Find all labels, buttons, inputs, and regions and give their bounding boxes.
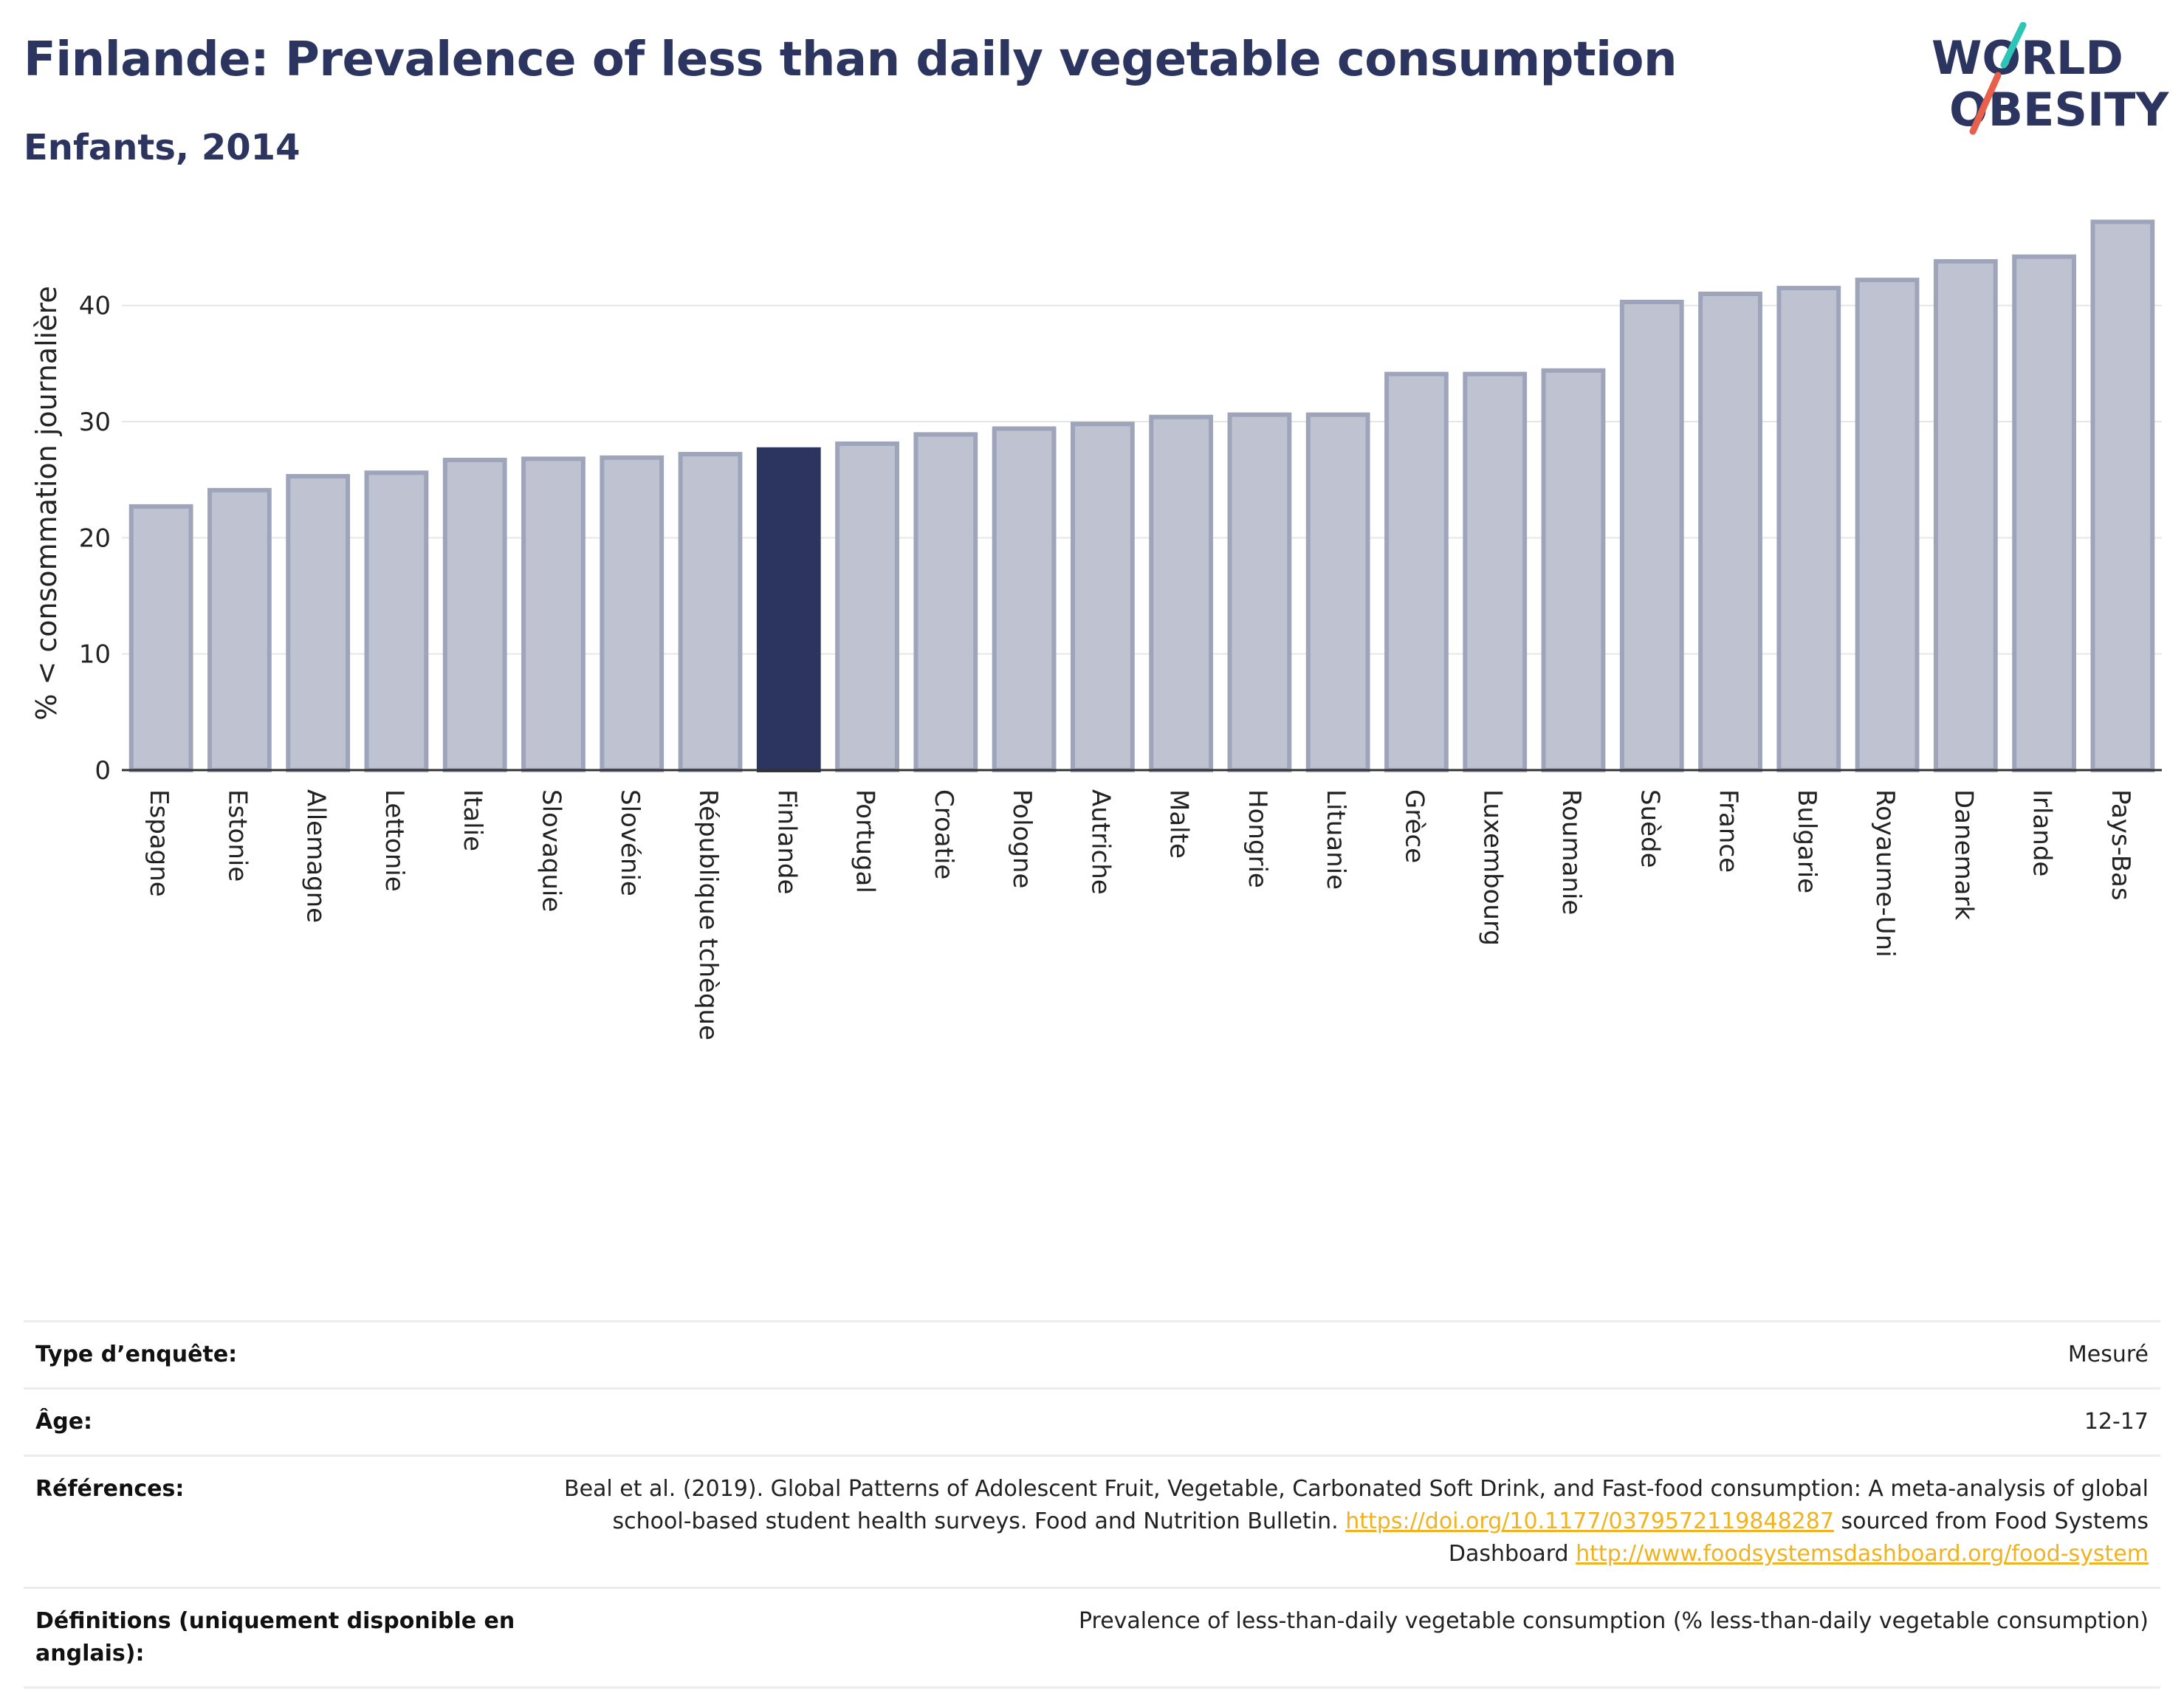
bar-chart: 0 10 20 30 40 Espagne Estonie Allemagne Lettoni… xyxy=(30,219,2162,1040)
bar-pologne xyxy=(992,426,1057,772)
bar-slovaquie xyxy=(521,456,586,772)
bar-autriche xyxy=(1070,422,1135,772)
bar-lituanie xyxy=(1305,412,1370,772)
bar-danemark xyxy=(1933,258,1998,773)
bar-portugal xyxy=(835,441,899,772)
info-row-references: Références: Beal et al. (2019). Global P… xyxy=(24,1455,2160,1588)
x-tick-label: Espagne xyxy=(144,789,174,897)
bar-finlande xyxy=(756,447,821,772)
x-tick-label: Bulgarie xyxy=(1792,789,1821,893)
x-tick-label: Luxembourg xyxy=(1478,789,1508,946)
bar-malte xyxy=(1149,414,1214,773)
bar-allemagne xyxy=(286,473,351,772)
bar-estonie xyxy=(207,487,272,772)
y-tick-label: 40 xyxy=(79,292,111,321)
x-tick-label: Croatie xyxy=(929,789,958,879)
x-tick-label: Slovénie xyxy=(615,789,645,896)
info-key: Âge: xyxy=(35,1409,93,1435)
y-tick-label: 20 xyxy=(79,523,111,553)
bar-italie xyxy=(442,457,507,773)
bar-pays-bas xyxy=(2090,219,2155,772)
y-tick-label: 30 xyxy=(79,408,111,437)
bar-luxembourg xyxy=(1463,371,1528,772)
x-tick-label: Royaume-Uni xyxy=(1870,789,1900,958)
bar-croatie xyxy=(913,432,978,772)
y-axis-ticks: 0 10 20 30 40 xyxy=(79,292,111,786)
chart-subtitle: Enfants, 2014 xyxy=(24,127,301,168)
info-row-survey-type: Type d’enquête: Mesuré xyxy=(24,1321,2160,1389)
bar-france xyxy=(1698,291,1762,772)
bar-grèce xyxy=(1384,371,1449,772)
world-obesity-logo: WORLD OBESITY xyxy=(1931,22,2169,137)
x-tick-label: Roumanie xyxy=(1556,789,1586,915)
dashboard-link[interactable]: http://www.foodsystemsdashboard.org/food… xyxy=(1576,1541,2149,1567)
reference-source-text: sourced from Food Systems Dashboard xyxy=(1448,1508,2149,1567)
y-axis-label: % < consommation journalière xyxy=(30,286,63,720)
x-tick-label: Danemark xyxy=(1948,789,1978,920)
svg-text:WORLD: WORLD xyxy=(1931,31,2123,85)
info-key: Définitions (uniquement disponible en an… xyxy=(35,1608,515,1666)
info-key: Type d’enquête: xyxy=(35,1342,238,1367)
bar-république-tchèque xyxy=(678,452,743,772)
x-tick-label: Pologne xyxy=(1007,789,1037,888)
bars xyxy=(128,219,2155,773)
chart-title: Finlande: Prevalence of less than daily … xyxy=(24,32,1678,87)
x-tick-label: Allemagne xyxy=(301,789,331,923)
x-tick-label: Hongrie xyxy=(1243,789,1272,888)
info-value: Mesuré xyxy=(2067,1342,2149,1367)
x-tick-label: Estonie xyxy=(222,789,252,882)
info-key: Références: xyxy=(35,1476,185,1502)
bar-suède xyxy=(1619,300,1684,772)
info-value: Prevalence of less-than-daily vegetable … xyxy=(1078,1608,2149,1634)
x-tick-label: Pays-Bas xyxy=(2106,789,2135,901)
y-tick-label: 10 xyxy=(79,640,111,670)
x-tick-label: Lettonie xyxy=(380,789,409,892)
bar-hongrie xyxy=(1227,412,1292,772)
info-table: Type d’enquête: Mesuré Âge: 12-17 Référe… xyxy=(24,1320,2160,1689)
x-tick-label: Grèce xyxy=(1399,789,1429,863)
x-tick-label: Malte xyxy=(1164,789,1194,859)
bar-slovénie xyxy=(600,455,665,772)
x-tick-label: République tchèque xyxy=(693,789,723,1040)
bar-espagne xyxy=(128,504,193,772)
reference-text: Beal et al. (2019). Global Patterns of A… xyxy=(563,1476,2149,1534)
bar-royaume-uni xyxy=(1855,278,1920,772)
info-row-age: Âge: 12-17 xyxy=(24,1388,2160,1456)
x-tick-label: Finlande xyxy=(772,789,801,894)
x-tick-label: Italie xyxy=(458,789,487,851)
x-tick-label: Suède xyxy=(1635,789,1664,868)
x-tick-label: Lituanie xyxy=(1321,789,1350,890)
bar-lettonie xyxy=(364,470,429,772)
x-tick-label: Portugal xyxy=(851,789,880,893)
x-axis-ticks: Espagne Estonie Allemagne Lettonie Italie Slo… xyxy=(144,789,2135,1040)
info-row-definitions: Définitions (uniquement disponible en an… xyxy=(24,1587,2160,1688)
info-value: Beal et al. (2019). Global Patterns of A… xyxy=(549,1456,2160,1588)
x-tick-label: Slovaquie xyxy=(536,789,566,912)
bar-irlande xyxy=(2012,254,2076,773)
y-tick-label: 0 xyxy=(95,756,111,786)
bar-bulgarie xyxy=(1776,286,1841,772)
x-tick-label: Irlande xyxy=(2027,789,2057,876)
x-tick-label: France xyxy=(1714,789,1743,873)
doi-link[interactable]: https://doi.org/10.1177/0379572119848287 xyxy=(1345,1508,1834,1534)
bar-roumanie xyxy=(1541,368,1606,772)
x-tick-label: Autriche xyxy=(1085,789,1115,895)
info-value: 12-17 xyxy=(2084,1409,2149,1435)
